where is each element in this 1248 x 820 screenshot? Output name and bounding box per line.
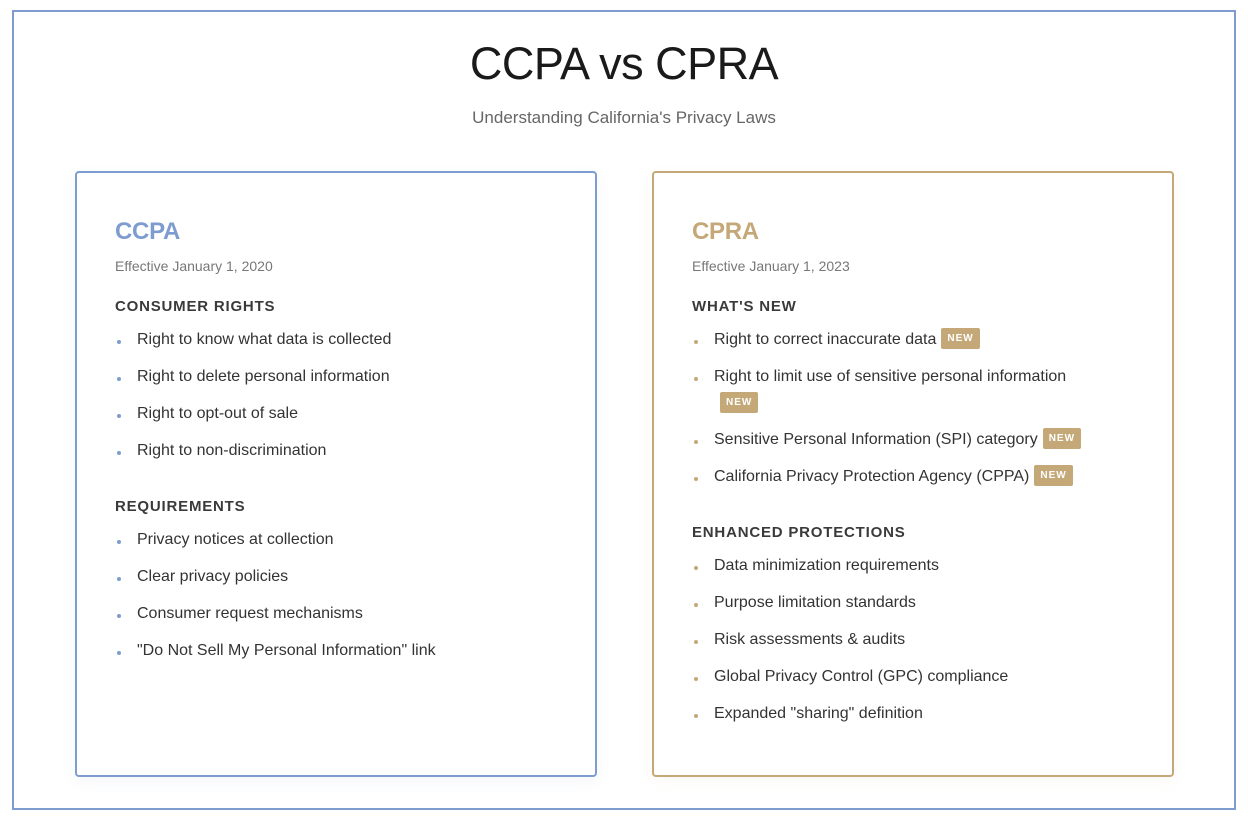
ccpa-title: CCPA [115, 218, 181, 245]
ccpa-requirements-heading: REQUIREMENTS [115, 498, 246, 515]
bullet-icon [694, 714, 698, 718]
list-item: Right to know what data is collected [115, 323, 557, 360]
new-badge: NEW [941, 328, 980, 350]
page-title: CCPA vs CPRA [469, 38, 779, 89]
bullet-icon [694, 340, 698, 344]
list-item-text: Clear privacy policies [137, 568, 289, 585]
bullet-icon [694, 566, 698, 570]
list-item: Expanded "sharing" definition [692, 697, 1134, 734]
bullet-icon [694, 603, 698, 607]
list-item-text: Data minimization requirements [714, 557, 939, 574]
list-item: Right to opt-out of sale [115, 397, 557, 434]
list-item-text: Right to limit use of sensitive personal… [714, 368, 1067, 385]
bullet-icon [117, 451, 121, 455]
cpra-enhanced-protections-list: Data minimization requirements Purpose l… [692, 549, 1134, 734]
list-item-text: California Privacy Protection Agency (CP… [714, 468, 1030, 485]
bullet-icon [117, 414, 121, 418]
new-badge: NEW [720, 392, 759, 413]
list-item-text: Global Privacy Control (GPC) compliance [714, 668, 1009, 685]
bullet-icon [117, 651, 121, 655]
bullet-icon [694, 477, 698, 481]
bullet-icon [694, 677, 698, 681]
list-item-text: Consumer request mechanisms [137, 605, 363, 622]
list-item: Clear privacy policies [115, 560, 557, 597]
bullet-icon [117, 540, 121, 544]
bullet-icon [694, 640, 698, 644]
list-item: Data minimization requirements [692, 549, 1134, 586]
list-item: Purpose limitation standards [692, 586, 1134, 623]
list-item-text: Risk assessments & audits [714, 631, 906, 648]
list-item-text: Right to non-discrimination [137, 442, 327, 459]
cpra-enhanced-protections-heading: ENHANCED PROTECTIONS [692, 524, 906, 541]
cpra-title: CPRA [692, 218, 759, 245]
ccpa-effective-date: Effective January 1, 2020 [115, 258, 273, 274]
list-item-text: "Do Not Sell My Personal Information" li… [137, 642, 436, 659]
list-item: Right to correct inaccurate data NEW [692, 323, 1134, 360]
list-item: Global Privacy Control (GPC) compliance [692, 660, 1134, 697]
list-item-text: Sensitive Personal Information (SPI) cat… [714, 431, 1038, 448]
list-item-text: Expanded "sharing" definition [714, 705, 923, 722]
cpra-effective-date: Effective January 1, 2023 [692, 258, 850, 274]
list-item: Consumer request mechanisms [115, 597, 557, 634]
bullet-icon [117, 577, 121, 581]
list-item: Right to limit use of sensitive personal… [692, 360, 1134, 423]
list-item-text: Right to opt-out of sale [137, 405, 298, 422]
bullet-icon [117, 340, 121, 344]
bullet-icon [117, 614, 121, 618]
list-item: Right to non-discrimination [115, 434, 557, 471]
ccpa-consumer-rights-list: Right to know what data is collected Rig… [115, 323, 557, 471]
cpra-card: CPRA Effective January 1, 2023 WHAT'S NE… [652, 171, 1174, 777]
list-item-text: Right to delete personal information [137, 368, 390, 385]
list-item: Privacy notices at collection [115, 523, 557, 560]
list-item: California Privacy Protection Agency (CP… [692, 460, 1134, 497]
ccpa-requirements-list: Privacy notices at collection Clear priv… [115, 523, 557, 671]
list-item: Right to delete personal information [115, 360, 557, 397]
list-item-text: Privacy notices at collection [137, 531, 334, 548]
new-badge: NEW [1042, 428, 1082, 450]
list-item: Risk assessments & audits [692, 623, 1134, 660]
bullet-icon [694, 377, 698, 381]
ccpa-consumer-rights-heading: CONSUMER RIGHTS [115, 298, 276, 315]
cpra-whats-new-list: Right to correct inaccurate data NEW Righ… [692, 323, 1134, 497]
bullet-icon [694, 440, 698, 444]
list-item: Sensitive Personal Information (SPI) cat… [692, 423, 1134, 460]
ccpa-card: CCPA Effective January 1, 2020 CONSUMER … [75, 171, 597, 777]
list-item: "Do Not Sell My Personal Information" li… [115, 634, 557, 671]
list-item-text: Purpose limitation standards [714, 594, 916, 611]
list-item-text: Right to correct inaccurate data [714, 331, 937, 348]
new-badge: NEW [1034, 465, 1073, 487]
cpra-whats-new-heading: WHAT'S NEW [692, 298, 797, 315]
list-item-text: Right to know what data is collected [137, 331, 392, 348]
bullet-icon [117, 377, 121, 381]
page-subtitle: Understanding California's Privacy Laws [472, 108, 776, 127]
